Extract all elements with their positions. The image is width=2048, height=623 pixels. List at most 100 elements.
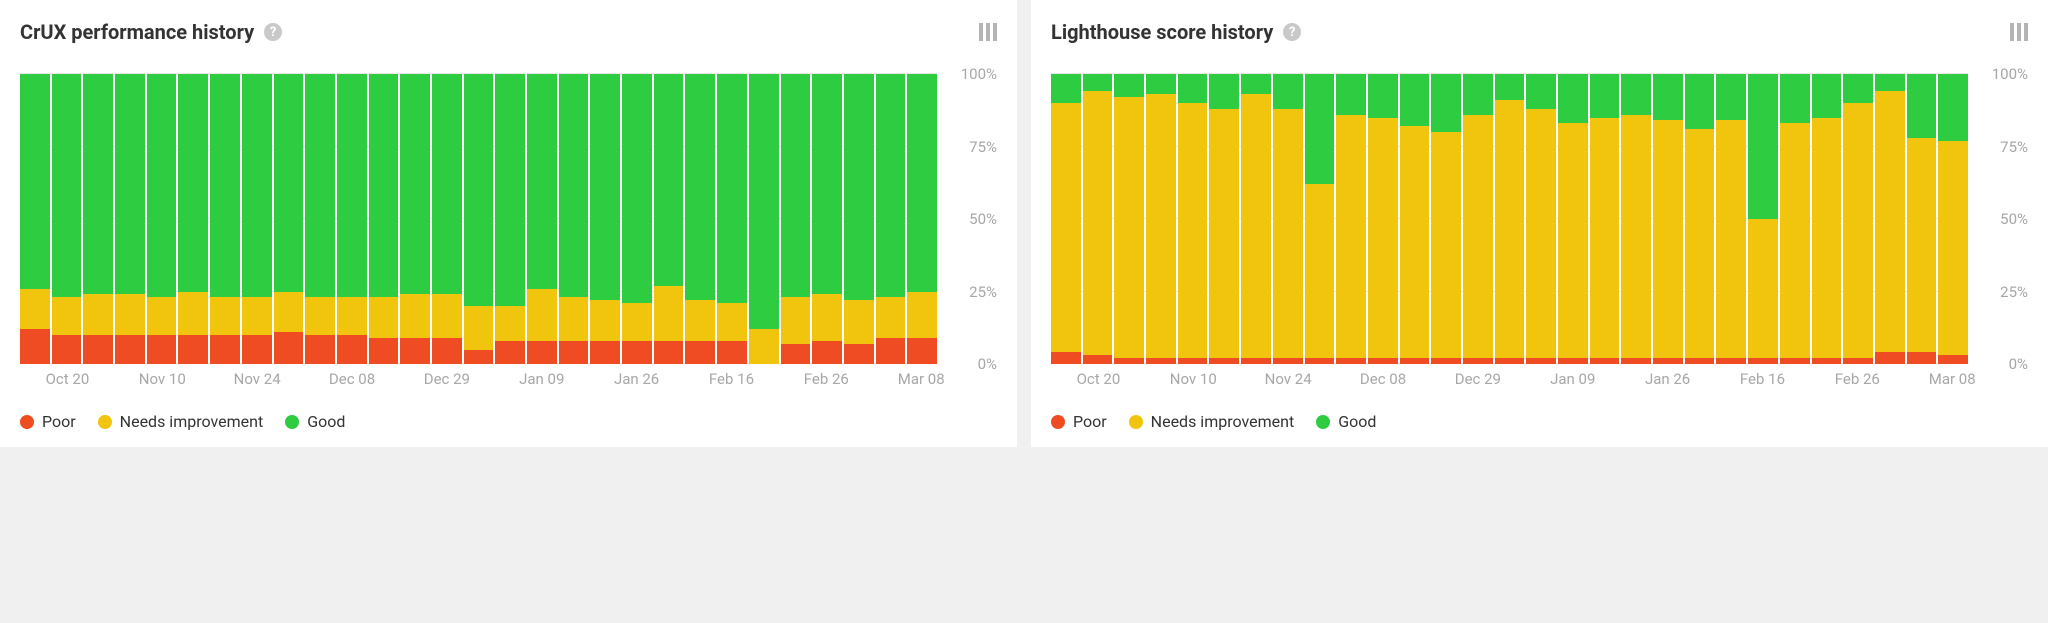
bar[interactable] [559, 74, 589, 364]
bar[interactable] [1083, 74, 1113, 364]
bar[interactable] [337, 74, 367, 364]
bar[interactable] [654, 74, 684, 364]
bar[interactable] [1653, 74, 1683, 364]
x-tick-label: Dec 08 [329, 370, 375, 388]
legend-item-needs[interactable]: Needs improvement [98, 412, 264, 431]
bar-segment-poor [83, 335, 113, 364]
bar[interactable] [1716, 74, 1746, 364]
legend-item-poor[interactable]: Poor [20, 412, 76, 431]
bar[interactable] [1051, 74, 1081, 364]
bar-segment-poor [464, 350, 494, 365]
bar[interactable] [83, 74, 113, 364]
bar[interactable] [1843, 74, 1873, 364]
bar-segment-good [369, 74, 399, 297]
legend-label-good: Good [307, 412, 345, 431]
bar[interactable] [907, 74, 937, 364]
bar[interactable] [400, 74, 430, 364]
bar[interactable] [274, 74, 304, 364]
bar-segment-good [1273, 74, 1303, 109]
bar[interactable] [749, 74, 779, 364]
y-tick-label: 0% [978, 355, 997, 373]
bar[interactable] [685, 74, 715, 364]
bar[interactable] [1368, 74, 1398, 364]
bar[interactable] [876, 74, 906, 364]
legend-item-good[interactable]: Good [285, 412, 345, 431]
bar[interactable] [1748, 74, 1778, 364]
bar[interactable] [1590, 74, 1620, 364]
bar[interactable] [812, 74, 842, 364]
bar[interactable] [52, 74, 82, 364]
bar[interactable] [1241, 74, 1271, 364]
bar[interactable] [1463, 74, 1493, 364]
bar-segment-poor [1526, 358, 1556, 364]
bar-segment-good [781, 74, 811, 297]
legend-item-good[interactable]: Good [1316, 412, 1376, 431]
bar[interactable] [464, 74, 494, 364]
bar[interactable] [147, 74, 177, 364]
y-tick-label: 75% [2000, 138, 2028, 156]
bar[interactable] [1114, 74, 1144, 364]
bar[interactable] [1146, 74, 1176, 364]
bar[interactable] [1431, 74, 1461, 364]
bar-segment-good [1780, 74, 1810, 123]
bar[interactable] [369, 74, 399, 364]
bar-segment-needs [274, 292, 304, 333]
bar-segment-poor [1083, 355, 1113, 364]
panel-crux: CrUX performance history ? Oct 20Nov 10N… [0, 0, 1017, 447]
bar[interactable] [1178, 74, 1208, 364]
bar[interactable] [305, 74, 335, 364]
bar-segment-poor [1843, 358, 1873, 364]
bar[interactable] [1526, 74, 1556, 364]
bar-segment-poor [1273, 358, 1303, 364]
bar[interactable] [1400, 74, 1430, 364]
bar[interactable] [844, 74, 874, 364]
bar-segment-needs [1400, 126, 1430, 358]
bar[interactable] [1875, 74, 1905, 364]
bar-segment-needs [1273, 109, 1303, 358]
legend-item-needs[interactable]: Needs improvement [1129, 412, 1295, 431]
bar-segment-poor [781, 344, 811, 364]
bar[interactable] [1305, 74, 1335, 364]
bar[interactable] [1495, 74, 1525, 364]
bar-segment-needs [1463, 115, 1493, 359]
bar[interactable] [115, 74, 145, 364]
bar[interactable] [1907, 74, 1937, 364]
bar-segment-good [242, 74, 272, 297]
bar-segment-good [812, 74, 842, 294]
help-icon[interactable]: ? [264, 23, 282, 41]
help-icon[interactable]: ? [1283, 23, 1301, 41]
bar-segment-needs [1209, 109, 1239, 358]
bar[interactable] [20, 74, 50, 364]
bar-segment-poor [115, 335, 145, 364]
bar[interactable] [1812, 74, 1842, 364]
bar[interactable] [242, 74, 272, 364]
panel-menu-icon[interactable] [2010, 23, 2028, 41]
bar[interactable] [210, 74, 240, 364]
panel-menu-icon[interactable] [979, 23, 997, 41]
bar-segment-needs [1875, 91, 1905, 352]
bar[interactable] [1621, 74, 1651, 364]
bar[interactable] [432, 74, 462, 364]
bar-segment-good [1368, 74, 1398, 118]
bar[interactable] [178, 74, 208, 364]
bar[interactable] [1336, 74, 1366, 364]
bar[interactable] [1209, 74, 1239, 364]
bar[interactable] [1558, 74, 1588, 364]
x-tick-label: Nov 10 [139, 370, 186, 388]
bar[interactable] [1780, 74, 1810, 364]
bar[interactable] [590, 74, 620, 364]
bar-segment-poor [147, 335, 177, 364]
bar[interactable] [527, 74, 557, 364]
bar[interactable] [1273, 74, 1303, 364]
bar-segment-good [1843, 74, 1873, 103]
bar[interactable] [781, 74, 811, 364]
y-tick-label: 25% [969, 283, 997, 301]
bar[interactable] [717, 74, 747, 364]
bar[interactable] [495, 74, 525, 364]
bar[interactable] [1938, 74, 1968, 364]
bar-segment-poor [495, 341, 525, 364]
bar[interactable] [622, 74, 652, 364]
legend-item-poor[interactable]: Poor [1051, 412, 1107, 431]
bar-segment-poor [1495, 358, 1525, 364]
bar[interactable] [1685, 74, 1715, 364]
